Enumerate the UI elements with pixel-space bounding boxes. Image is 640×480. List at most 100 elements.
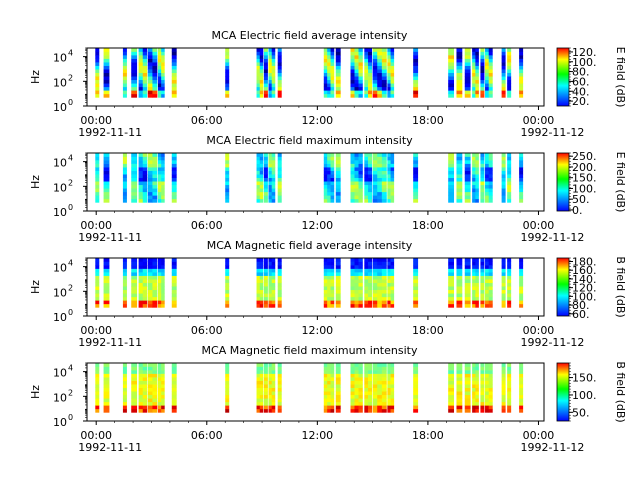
spectrogram-segment: [277, 153, 282, 203]
y-tick-label: 10: [53, 52, 67, 65]
spectrogram-segment: [501, 153, 506, 203]
spectrogram-segment: [157, 153, 165, 203]
y-tick-label: 10: [53, 157, 67, 170]
x-date-label-start: 1992-11-11: [78, 126, 142, 139]
spectrogram-segment: [157, 363, 165, 413]
spectrogram-segment: [480, 153, 485, 203]
spectrogram-segment: [485, 153, 493, 203]
spectrogram-segment: [456, 363, 463, 413]
x-tick-label: 00:00: [523, 324, 555, 337]
x-tick-label: 00:00: [523, 429, 555, 442]
colorbar: 50. 100. 150. B field (dB): [556, 361, 627, 423]
y-tick-exponent: 4: [68, 154, 73, 163]
spectrogram-segment: [103, 363, 110, 413]
x-tick-label: 00:00: [80, 219, 112, 232]
spectrogram-segment: [456, 48, 463, 98]
spectrogram-segment: [268, 48, 276, 98]
y-tick-label: 10: [53, 367, 67, 380]
y-tick-exponent: 4: [68, 259, 73, 268]
spectrogram-segment: [387, 48, 395, 98]
x-date-label-end: 1992-11-12: [520, 441, 584, 454]
y-tick-label: 10: [53, 416, 67, 429]
spectrogram-segment: [335, 153, 341, 203]
y-tick-exponent: 0: [68, 98, 73, 107]
colorbar-tick-label: 200.: [572, 161, 597, 174]
spectrogram-segment: [138, 48, 148, 98]
spectrogram-segment: [387, 153, 395, 203]
spectrogram-segment: [323, 153, 335, 203]
spectrogram-segment: [335, 363, 341, 413]
spectrogram-segment: [147, 153, 158, 203]
spectrogram-segment: [364, 363, 373, 413]
colorbar-tick-label: 100.: [572, 56, 597, 69]
y-tick-exponent: 2: [68, 178, 73, 187]
spectrogram-segment: [122, 258, 127, 308]
spectrogram-segment: [256, 48, 264, 98]
spectrogram-segment: [464, 153, 471, 203]
x-tick-label: 18:00: [412, 219, 444, 232]
spectrogram-segment: [131, 153, 138, 203]
panel-title: MCA Electric field maximum intensity: [206, 134, 413, 147]
y-axis-label: Hz: [29, 175, 42, 189]
spectrogram-segment: [485, 258, 493, 308]
spectrogram-segment: [350, 48, 363, 98]
spectrogram-segment: [122, 363, 127, 413]
x-date-label-start: 1992-11-11: [78, 441, 142, 454]
spectrogram-segment: [147, 258, 158, 308]
y-tick-label: 10: [53, 76, 67, 89]
x-tick-label: 00:00: [523, 219, 555, 232]
x-tick-label: 00:00: [523, 114, 555, 127]
spectrogram-segment: [131, 258, 138, 308]
spectrogram-segment: [456, 153, 463, 203]
spectrogram-segment: [225, 153, 230, 203]
spectrogram-segment: [472, 153, 479, 203]
colorbar-tick-label: 150.: [572, 372, 597, 385]
spectrogram-segment: [464, 48, 471, 98]
spectrogram-segment: [472, 48, 479, 98]
x-tick-label: 06:00: [191, 219, 223, 232]
y-tick-exponent: 0: [68, 203, 73, 212]
spectrogram-segment: [350, 363, 363, 413]
spectrogram-segment: [372, 363, 387, 413]
spectrogram-segment: [480, 48, 485, 98]
spectrogram-segment: [472, 363, 479, 413]
spectrogram-segment: [364, 48, 373, 98]
spectrogram-segment: [103, 153, 110, 203]
spectrogram-segment: [372, 48, 387, 98]
spectrogram-segment: [364, 153, 373, 203]
x-tick-label: 00:00: [80, 324, 112, 337]
spectrogram-segment: [95, 258, 100, 308]
x-date-label-start: 1992-11-11: [78, 231, 142, 244]
spectrogram-segment: [263, 48, 268, 98]
panel-title: MCA Magnetic field maximum intensity: [202, 344, 418, 357]
colorbar-label: B field (dB): [614, 256, 627, 317]
x-tick-label: 12:00: [301, 219, 333, 232]
x-date-label-start: 1992-11-11: [78, 336, 142, 349]
y-tick-exponent: 2: [68, 283, 73, 292]
y-tick-label: 10: [53, 206, 67, 219]
spectrogram-segment: [323, 258, 335, 308]
colorbar-tick-label: 160.: [572, 264, 597, 277]
spectrogram-segment: [413, 258, 419, 308]
x-date-label-end: 1992-11-12: [520, 126, 584, 139]
spectrogram-segment: [507, 153, 512, 203]
plot-frame: [86, 47, 545, 107]
spectrogram-segment: [335, 258, 341, 308]
colorbar-tick-label: 50.: [572, 193, 590, 206]
y-tick-label: 10: [53, 101, 67, 114]
spectrogram-segment: [171, 258, 177, 308]
spectrogram-segment: [103, 258, 110, 308]
spectrogram-segment: [268, 258, 276, 308]
colorbar-tick-label: 80.: [572, 299, 590, 312]
colorbar-tick-label: 140.: [572, 273, 597, 286]
spectrogram-segment: [263, 153, 268, 203]
spectrogram-segment: [456, 258, 463, 308]
spectrogram-segment: [448, 258, 455, 308]
colorbar-tick-label: 100.: [572, 389, 597, 402]
spectrogram-segment: [277, 48, 282, 98]
spectrogram-segment: [131, 48, 138, 98]
spectrogram-segment: [519, 48, 524, 98]
plot-frame: [86, 257, 545, 317]
spectrogram-segment: [448, 363, 455, 413]
